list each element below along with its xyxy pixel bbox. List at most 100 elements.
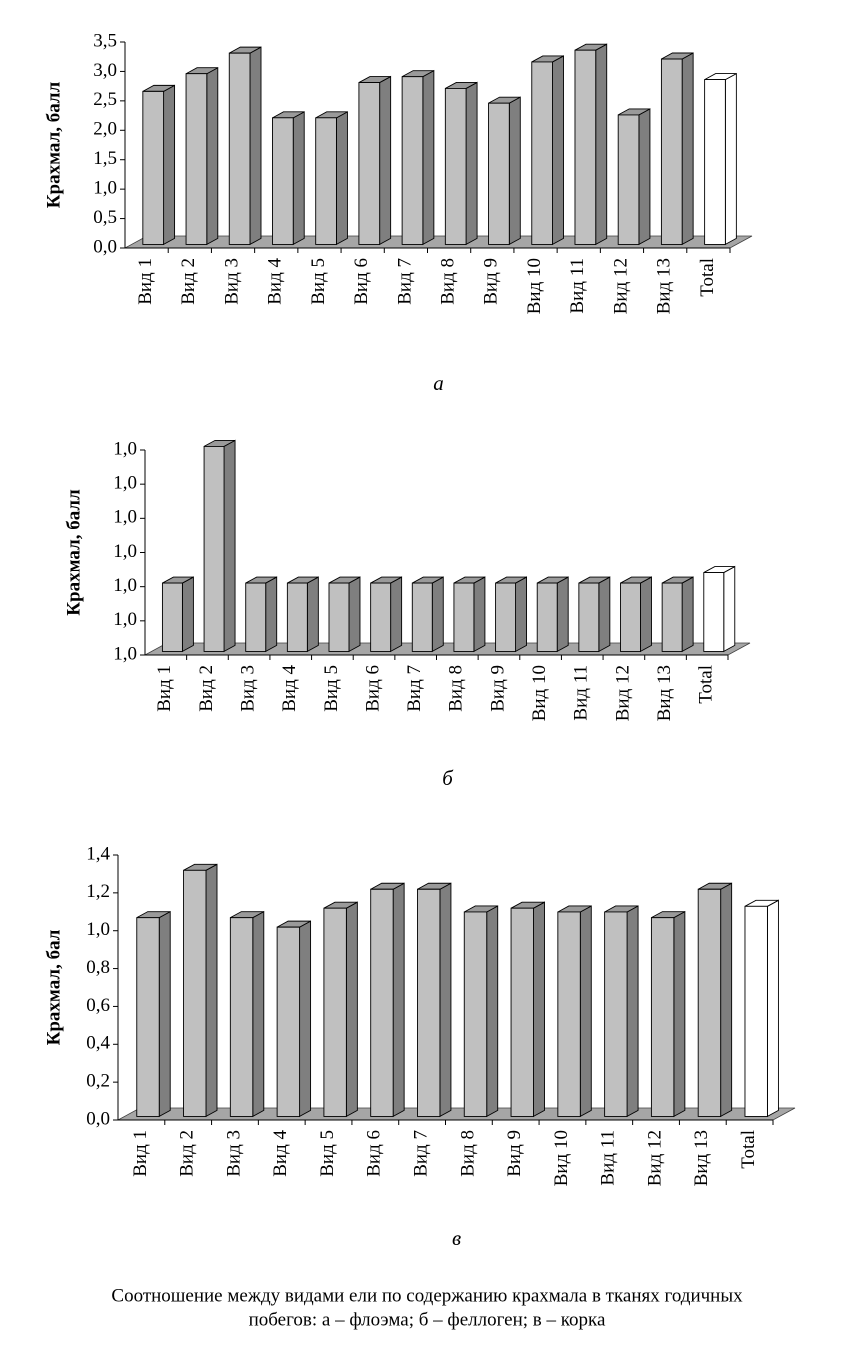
bar — [744, 899, 779, 1118]
bar-face — [345, 901, 358, 1118]
bar-face — [431, 576, 444, 653]
bar — [286, 576, 319, 653]
y-tick-label: 1,4 — [86, 843, 110, 864]
bar — [453, 576, 486, 653]
bar-face — [444, 87, 467, 245]
bar — [245, 576, 278, 653]
y-tick-label: 0,2 — [86, 1071, 110, 1092]
bar-face — [370, 888, 394, 1117]
x-tick-label: Вид 13 — [691, 1130, 712, 1186]
bar — [229, 910, 265, 1118]
bar — [661, 576, 694, 653]
bar-face — [422, 69, 435, 246]
bar-face — [223, 439, 236, 653]
bar-face — [650, 917, 675, 1117]
bar — [574, 43, 608, 246]
y-tick-label: 0,6 — [86, 995, 110, 1016]
x-tick-label: Вид 8 — [457, 1130, 478, 1177]
bar — [704, 72, 737, 246]
bar-face — [292, 111, 305, 246]
bar-face — [181, 576, 194, 653]
y-axis-title: Крахмал, бал — [43, 929, 64, 1045]
bar-face — [249, 46, 262, 246]
y-tick-label: 0,0 — [93, 236, 117, 257]
bar-face — [245, 582, 267, 652]
bar-face — [552, 55, 564, 246]
x-tick-label: Вид 3 — [237, 665, 258, 712]
bar — [650, 910, 686, 1118]
x-tick-label: Вид 3 — [221, 258, 242, 305]
bar-face — [723, 565, 736, 653]
bar — [401, 69, 435, 246]
bar — [697, 882, 733, 1118]
x-tick-label: Вид 6 — [362, 665, 383, 712]
bar-face — [673, 910, 686, 1118]
bar — [328, 576, 361, 653]
bar — [370, 576, 403, 653]
bar — [444, 81, 478, 246]
bar-face — [392, 882, 405, 1118]
y-tick-label: 1,0 — [93, 178, 117, 199]
x-tick-label: Вид 12 — [612, 665, 633, 721]
panel-label: в — [452, 1226, 461, 1250]
bar — [370, 882, 405, 1118]
bar-face — [158, 910, 171, 1118]
bar-face — [379, 75, 392, 246]
bar-face — [185, 73, 208, 245]
x-tick-label: Вид 4 — [265, 258, 286, 305]
bar-face — [495, 582, 517, 652]
bar — [136, 910, 171, 1118]
bar-face — [556, 576, 569, 653]
bar-face — [453, 582, 475, 652]
y-tick-label: 3,5 — [93, 30, 117, 51]
bar-face — [328, 582, 350, 652]
panel-label: б — [442, 766, 454, 790]
bar-face — [626, 905, 639, 1118]
bar-face — [703, 572, 725, 652]
bar — [323, 901, 358, 1118]
x-tick-label: Total — [697, 258, 718, 297]
x-tick-label: Вид 11 — [567, 258, 588, 314]
bar-face — [163, 84, 176, 246]
x-tick-label: Вид 5 — [321, 665, 342, 712]
bar-face — [306, 576, 319, 653]
x-tick-label: Вид 4 — [270, 1130, 291, 1177]
caption-line: Соотношение между видами ели по содержан… — [111, 1285, 743, 1306]
bar — [142, 84, 176, 246]
bar-face — [604, 911, 628, 1117]
bar-face — [697, 888, 722, 1117]
bar — [417, 882, 452, 1118]
bar-face — [315, 117, 337, 245]
bar-face — [640, 576, 652, 653]
y-tick-label: 1,0 — [113, 609, 137, 630]
y-axis-title: Крахмал, балл — [63, 489, 84, 616]
bar — [161, 576, 194, 653]
bar — [185, 66, 219, 246]
bar-face — [681, 52, 694, 246]
bar-face — [579, 905, 592, 1118]
x-tick-label: Вид 12 — [610, 258, 631, 314]
bar-face — [598, 576, 611, 653]
x-tick-label: Вид 7 — [404, 665, 425, 712]
x-tick-label: Вид 8 — [446, 665, 467, 712]
bar-face — [508, 96, 521, 246]
x-tick-label: Вид 13 — [654, 665, 675, 721]
bar-face — [417, 888, 441, 1117]
y-tick-label: 1,0 — [113, 507, 137, 528]
bar-face — [411, 582, 433, 652]
bar-face — [536, 582, 558, 652]
floor — [117, 1107, 796, 1121]
y-tick-label: 1,0 — [113, 438, 137, 459]
bar — [463, 905, 499, 1118]
bar — [203, 439, 236, 653]
bar-face — [439, 882, 452, 1118]
bar-face — [574, 49, 597, 245]
x-tick-label: Вид 11 — [571, 665, 592, 721]
x-tick-label: Вид 11 — [598, 1130, 619, 1186]
bar-face — [229, 917, 254, 1117]
bar — [660, 52, 694, 246]
y-tick-label: 1,0 — [113, 541, 137, 562]
bar-face — [276, 926, 301, 1117]
x-tick-label: Вид 9 — [481, 258, 502, 305]
bar-face — [510, 907, 534, 1117]
